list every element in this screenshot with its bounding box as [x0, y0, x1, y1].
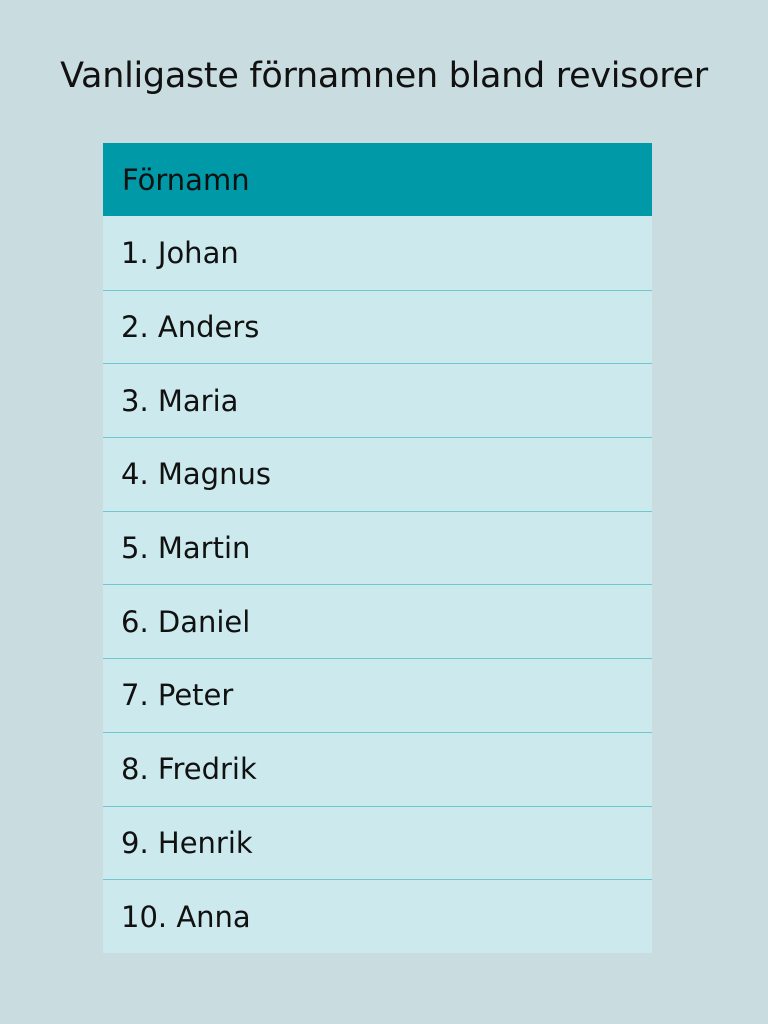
table-row: 10. Anna [103, 879, 652, 953]
page-title: Vanligaste förnamnen bland revisorer [60, 56, 708, 96]
table-row: 5. Martin [103, 510, 652, 585]
table-row: 8. Fredrik [103, 731, 652, 806]
names-table: Förnamn 1. Johan 2. Anders 3. Maria 4. Magn… [103, 143, 652, 953]
table-row: 3. Maria [103, 363, 652, 438]
table-row: 4. Magnus [103, 437, 652, 511]
table-body: 1. Johan 2. Anders 3. Maria 4. Magnus 5. Mar… [103, 216, 652, 953]
table-row: 6. Daniel [103, 584, 652, 659]
table-row: 9. Henrik [103, 805, 652, 880]
table-header: Förnamn [103, 143, 652, 216]
table-row: 2. Anders [103, 289, 652, 364]
table-row: 1. Johan [103, 216, 652, 290]
table-row: 7. Peter [103, 658, 652, 732]
